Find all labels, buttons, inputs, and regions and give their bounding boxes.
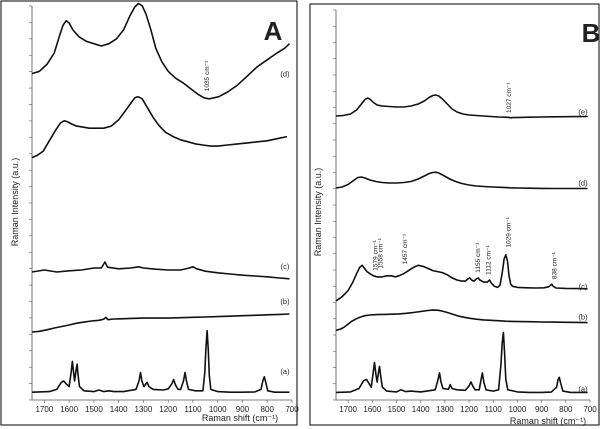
spectrum-line-d bbox=[31, 95, 288, 159]
series-tag-d: (d) bbox=[280, 70, 290, 79]
spectrum-line-b bbox=[31, 313, 290, 333]
peak-annotation: 1035 cm⁻¹ bbox=[204, 60, 211, 91]
x-tick-label: 1600 bbox=[363, 405, 381, 414]
panel-b-xlabel: Raman shift (cm⁻¹) bbox=[510, 416, 586, 426]
series-tag-d: (d) bbox=[578, 179, 588, 188]
spectrum-line-d bbox=[335, 171, 588, 190]
x-tick-label: 700 bbox=[285, 405, 299, 414]
x-tick-label: 1700 bbox=[339, 405, 357, 414]
panel-b-plot: 1700 1600 1500 1400 1300 1200 1100 1000 900 800 70… bbox=[333, 9, 597, 414]
spectrum-line-a bbox=[335, 331, 588, 394]
panel-a-plot: 1700 1600 1500 1400 1300 1200 1100 1000 900 800 70… bbox=[29, 2, 299, 414]
series-tag-c: (c) bbox=[281, 262, 290, 271]
x-tick-label: 700 bbox=[583, 405, 597, 414]
x-tick-label: 800 bbox=[559, 405, 573, 414]
x-tick-label: 800 bbox=[261, 405, 275, 414]
series-tag-a: (a) bbox=[280, 367, 290, 376]
panel-b: B Raman Intensity (a.u.) Raman shift (cm… bbox=[309, 3, 600, 426]
x-tick-label: 1200 bbox=[460, 405, 478, 414]
x-tick-label: 1400 bbox=[412, 405, 430, 414]
panel-a-ylabel: Raman Intensity (a.u.) bbox=[10, 158, 20, 247]
peak-annotation: 838 cm⁻¹ bbox=[552, 251, 559, 279]
x-tick-label: 1600 bbox=[60, 405, 78, 414]
peak-annotation: 1579 cm⁻¹ bbox=[372, 239, 379, 270]
x-tick-label: 1000 bbox=[209, 405, 227, 414]
panel-a-letter: A bbox=[264, 16, 283, 46]
spectrum-line-a bbox=[31, 329, 290, 393]
peak-annotation: 1155 cm⁻¹ bbox=[475, 242, 482, 273]
panel-a-frame bbox=[0, 0, 298, 426]
x-tick-label: 1200 bbox=[159, 405, 177, 414]
series-tag-b: (b) bbox=[578, 313, 588, 322]
peak-annotation: 1558 cm⁻¹ bbox=[377, 237, 384, 268]
panel-a: A Raman Intensity (a.u.) Raman shift (cm… bbox=[0, 0, 299, 426]
peak-annotation: 1457 cm⁻¹ bbox=[402, 233, 409, 264]
spectrum-line-c bbox=[31, 261, 290, 280]
x-tick-label: 1500 bbox=[85, 405, 103, 414]
peak-annotation: 1112 cm⁻¹ bbox=[485, 245, 492, 275]
x-tick-label: 1500 bbox=[388, 405, 406, 414]
x-tick-label: 900 bbox=[535, 405, 549, 414]
x-tick-label: 1700 bbox=[35, 405, 53, 414]
x-tick-label: 1300 bbox=[135, 405, 153, 414]
peak-annotation: 1029 cm⁻¹ bbox=[505, 216, 512, 247]
x-tick-label: 1100 bbox=[184, 405, 202, 414]
x-tick-label: 900 bbox=[236, 405, 250, 414]
series-tag-a: (a) bbox=[578, 384, 588, 393]
peak-annotation: 1027 cm⁻¹ bbox=[506, 82, 513, 113]
spectrum-line-b bbox=[335, 309, 588, 332]
series-tag-b: (b) bbox=[280, 297, 290, 306]
panel-a-xlabel: Raman shift (cm⁻¹) bbox=[202, 413, 278, 423]
panel-b-frame bbox=[309, 3, 600, 426]
spectrum-line-e bbox=[335, 94, 588, 119]
panel-b-ylabel: Raman Intensity (a.u.) bbox=[313, 168, 323, 257]
series-tag-e: (e) bbox=[578, 108, 588, 117]
panel-b-letter: B bbox=[582, 18, 600, 48]
x-tick-label: 1300 bbox=[436, 405, 454, 414]
x-tick-label: 1400 bbox=[110, 405, 128, 414]
x-tick-label: 1000 bbox=[509, 405, 527, 414]
spectrum-line-c bbox=[335, 254, 588, 302]
x-tick-label: 1100 bbox=[485, 405, 503, 414]
spectrum-line-e bbox=[31, 2, 291, 100]
series-tag-c: (c) bbox=[579, 282, 588, 291]
